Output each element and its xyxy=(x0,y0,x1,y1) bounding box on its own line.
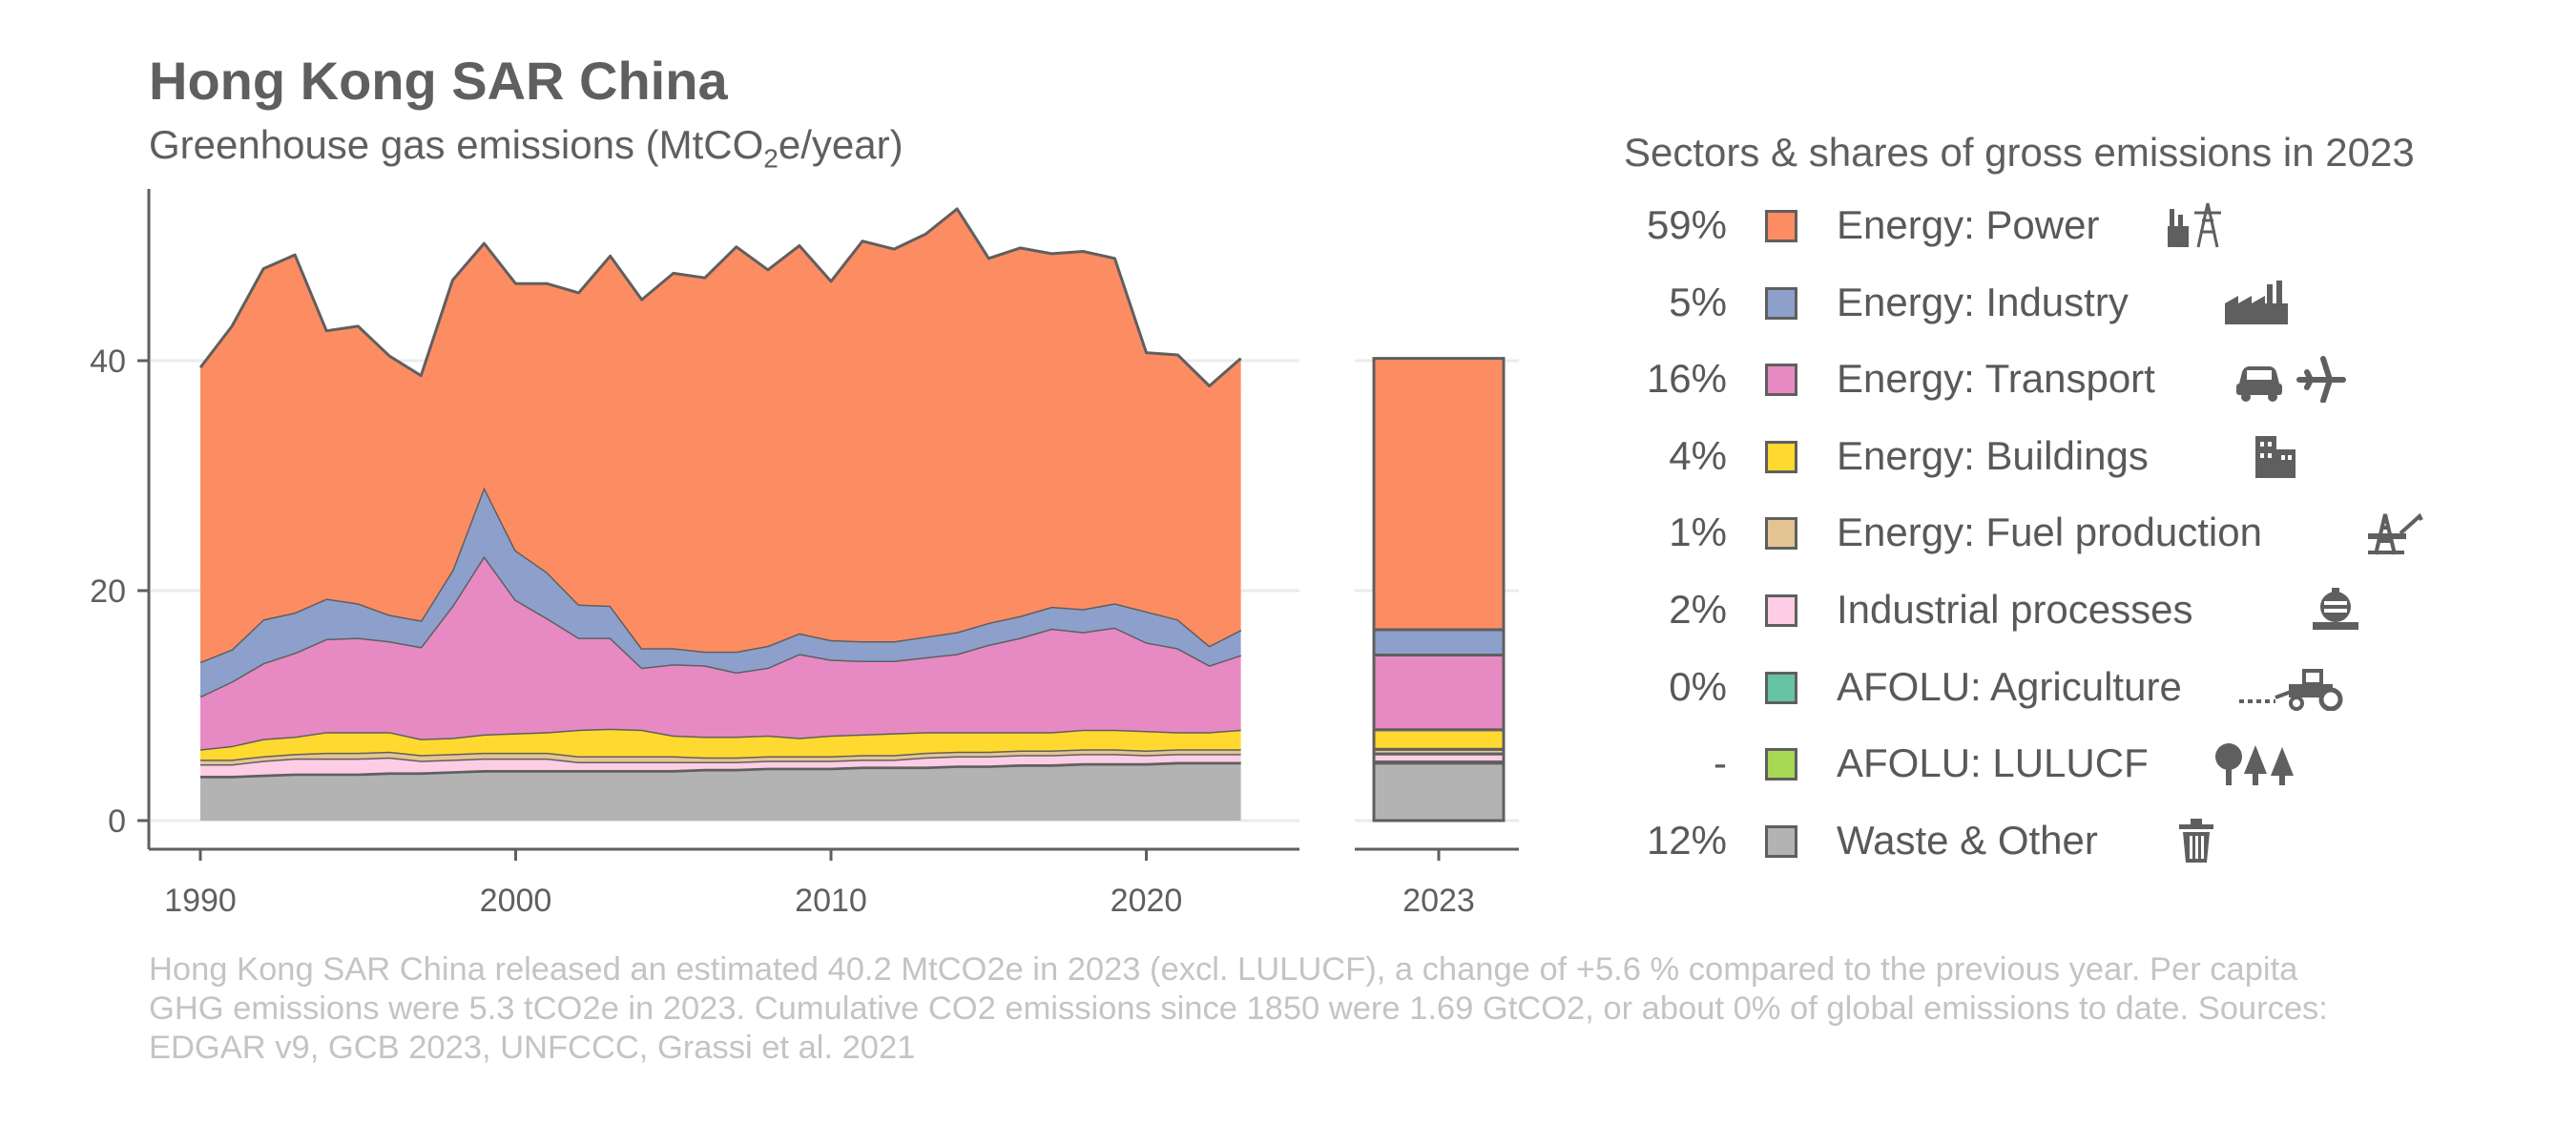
oil-rig-icon xyxy=(2366,506,2423,559)
area-edge-energy-power xyxy=(198,207,1242,387)
legend-label: AFOLU: LULUCF xyxy=(1837,740,2149,786)
legend-swatch xyxy=(1765,286,1797,320)
legend-label: Energy: Power xyxy=(1837,202,2100,247)
car-plane-icon xyxy=(2233,352,2347,406)
factory-icon xyxy=(2223,276,2290,329)
legend-label: Energy: Buildings xyxy=(1837,432,2149,478)
legend-label: Energy: Transport xyxy=(1837,356,2155,402)
legend-item: 12% Waste & Other xyxy=(1622,812,2538,869)
legend-share: 2% xyxy=(1669,587,1727,632)
legend-swatch xyxy=(1765,364,1797,397)
y-tick-label-20: 20 xyxy=(90,573,126,610)
subtitle-unit: e/year) xyxy=(778,122,904,167)
cement-mixer-icon xyxy=(2309,583,2362,636)
legend-swatch xyxy=(1765,517,1797,551)
area-energy-fuel-production xyxy=(200,749,1241,764)
subtitle-text: Greenhouse gas emissions (MtCO xyxy=(149,122,764,167)
legend-swatch xyxy=(1765,210,1797,242)
legend-label: Energy: Industry xyxy=(1837,279,2129,324)
bar-2023-energy-buildings xyxy=(1372,728,1506,751)
x-tick-label-2010: 2010 xyxy=(795,883,867,919)
legend-share: 0% xyxy=(1669,663,1727,709)
legend-item: 2% Industrial processes xyxy=(1622,581,2538,638)
legend-share: 12% xyxy=(1646,817,1727,863)
trash-icon xyxy=(2175,814,2217,867)
trees-icon xyxy=(2213,737,2299,790)
legend-swatch xyxy=(1765,824,1797,858)
bar-2023-energy-industry xyxy=(1372,628,1506,656)
tractor-icon xyxy=(2237,660,2352,714)
y-tick-label-40: 40 xyxy=(90,344,126,380)
area-waste-other xyxy=(200,762,1241,821)
caption: Hong Kong SAR China released an estimate… xyxy=(149,951,2328,1066)
area-energy-industry xyxy=(200,487,1241,697)
chart-subtitle: Greenhouse gas emissions (MtCO2e/year) xyxy=(149,122,904,174)
x-tick-label-2000: 2000 xyxy=(480,883,552,919)
buildings-icon xyxy=(2252,429,2299,483)
legend-share: 59% xyxy=(1646,202,1727,247)
legend-item: 16% Energy: Transport xyxy=(1622,350,2538,407)
x-tick-label-2023: 2023 xyxy=(1402,883,1475,919)
legend-swatch xyxy=(1765,594,1797,627)
legend-label: Waste & Other xyxy=(1837,817,2098,863)
legend-label: Industrial processes xyxy=(1837,587,2193,632)
area-energy-power xyxy=(200,208,1241,662)
legend-item: - AFOLU: LULUCF xyxy=(1622,735,2538,792)
legend-item: 1% Energy: Fuel production xyxy=(1622,504,2538,561)
subtitle-subscript: 2 xyxy=(763,143,779,174)
legend-swatch xyxy=(1765,748,1797,781)
chart-title: Hong Kong SAR China xyxy=(149,51,728,111)
bar-2023-energy-transport xyxy=(1372,653,1506,732)
bar-2023-waste-other xyxy=(1372,761,1506,822)
area-energy-transport xyxy=(200,555,1241,750)
legend-share: 16% xyxy=(1646,356,1727,402)
legend-item: 5% Energy: Industry xyxy=(1622,274,2538,331)
legend-share: 5% xyxy=(1669,279,1727,324)
y-tick-label-0: 0 xyxy=(108,803,126,840)
legend-share: - xyxy=(1714,740,1727,786)
legend-label: AFOLU: Agriculture xyxy=(1837,663,2182,709)
legend-share: 1% xyxy=(1669,510,1727,555)
x-tick-label-1990: 1990 xyxy=(164,883,237,919)
legend-title: Sectors & shares of gross emissions in 2… xyxy=(1624,130,2415,175)
bar-2023-energy-power xyxy=(1372,357,1506,632)
legend-item: 59% Energy: Power xyxy=(1622,197,2538,254)
legend-swatch xyxy=(1765,671,1797,704)
power-plant-icon xyxy=(2166,198,2227,252)
legend-swatch xyxy=(1765,440,1797,473)
legend-label: Energy: Fuel production xyxy=(1837,510,2262,555)
legend-share: 4% xyxy=(1669,432,1727,478)
area-energy-buildings xyxy=(200,728,1241,760)
legend-item: 0% AFOLU: Agriculture xyxy=(1622,658,2538,716)
x-tick-label-2020: 2020 xyxy=(1111,883,1183,919)
legend-item: 4% Energy: Buildings xyxy=(1622,427,2538,485)
